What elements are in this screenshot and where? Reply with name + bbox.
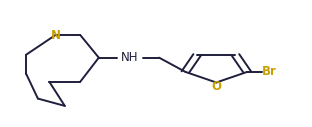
Text: O: O [211,80,221,93]
Text: Br: Br [262,65,277,78]
Text: N: N [51,28,61,42]
Text: NH: NH [121,51,139,64]
